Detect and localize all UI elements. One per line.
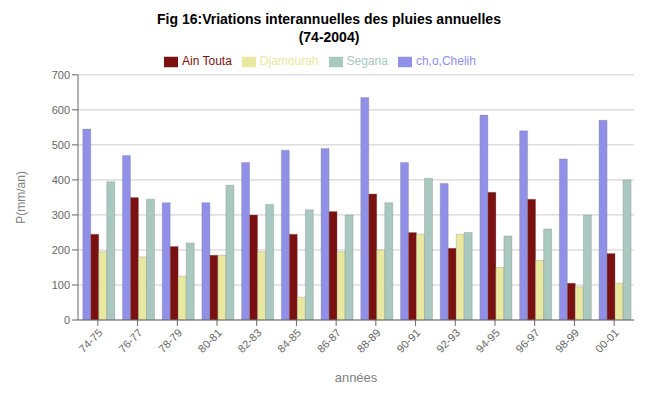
svg-text:500: 500 bbox=[52, 139, 70, 151]
svg-text:86-87: 86-87 bbox=[315, 326, 343, 354]
svg-text:82-83: 82-83 bbox=[235, 326, 263, 354]
html-text:(74-2004): (74-2004) bbox=[298, 29, 360, 45]
svg-text:P(mm/an): P(mm/an) bbox=[14, 171, 28, 224]
svg-text:76-77: 76-77 bbox=[116, 326, 144, 354]
html-text:ch,o,Chelih: ch,o,Chelih bbox=[415, 54, 476, 68]
svg-text:90-91: 90-91 bbox=[394, 326, 422, 354]
svg-text:96-97: 96-97 bbox=[513, 326, 541, 354]
svg-text:300: 300 bbox=[52, 209, 70, 221]
svg-text:200: 200 bbox=[52, 244, 70, 256]
html-text:Fig 16:Vriations interannuelle: Fig 16:Vriations interannuelles des plui… bbox=[157, 11, 501, 27]
svg-text:74-75: 74-75 bbox=[76, 326, 104, 354]
svg-text:80-81: 80-81 bbox=[196, 326, 224, 354]
svg-text:98-99: 98-99 bbox=[553, 326, 581, 354]
svg-text:88-89: 88-89 bbox=[354, 326, 382, 354]
html-text:Segana: Segana bbox=[346, 54, 388, 68]
svg-text:600: 600 bbox=[52, 104, 70, 116]
svg-text:94-95: 94-95 bbox=[474, 326, 502, 354]
svg-text:00-01: 00-01 bbox=[593, 326, 621, 354]
svg-text:78-79: 78-79 bbox=[156, 326, 184, 354]
svg-text:84-85: 84-85 bbox=[275, 326, 303, 354]
svg-text:92-93: 92-93 bbox=[434, 326, 462, 354]
svg-text:400: 400 bbox=[52, 174, 70, 186]
svg-text:années: années bbox=[335, 370, 378, 385]
svg-text:700: 700 bbox=[52, 69, 70, 81]
html-text:Ain Touta: Ain Touta bbox=[182, 54, 232, 68]
svg-text:100: 100 bbox=[52, 279, 70, 291]
svg-text:0: 0 bbox=[64, 314, 70, 326]
html-text:Djamourah: Djamourah bbox=[259, 54, 319, 68]
